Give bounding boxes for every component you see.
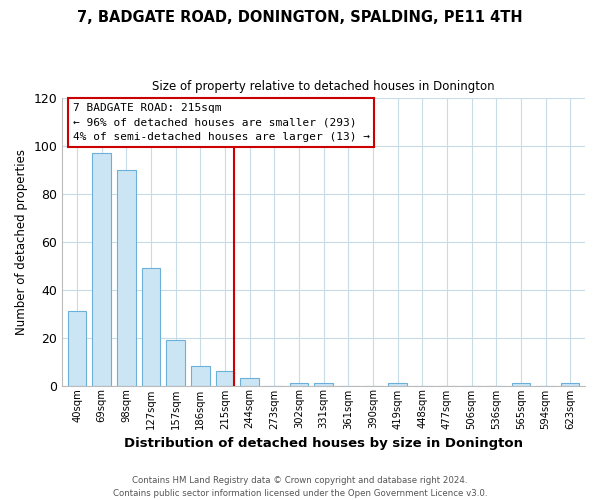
Bar [388,383,407,386]
Bar [241,378,259,386]
Bar [68,312,86,386]
Title: Size of property relative to detached houses in Donington: Size of property relative to detached ho… [152,80,495,93]
Bar [216,371,234,386]
Bar [92,154,111,386]
Bar [117,170,136,386]
X-axis label: Distribution of detached houses by size in Donington: Distribution of detached houses by size … [124,437,523,450]
Bar [314,383,333,386]
Text: 7 BADGATE ROAD: 215sqm
← 96% of detached houses are smaller (293)
4% of semi-det: 7 BADGATE ROAD: 215sqm ← 96% of detached… [73,102,370,142]
Text: 7, BADGATE ROAD, DONINGTON, SPALDING, PE11 4TH: 7, BADGATE ROAD, DONINGTON, SPALDING, PE… [77,10,523,25]
Bar [290,383,308,386]
Bar [512,383,530,386]
Y-axis label: Number of detached properties: Number of detached properties [15,149,28,335]
Bar [561,383,580,386]
Bar [166,340,185,386]
Text: Contains HM Land Registry data © Crown copyright and database right 2024.
Contai: Contains HM Land Registry data © Crown c… [113,476,487,498]
Bar [191,366,209,386]
Bar [142,268,160,386]
